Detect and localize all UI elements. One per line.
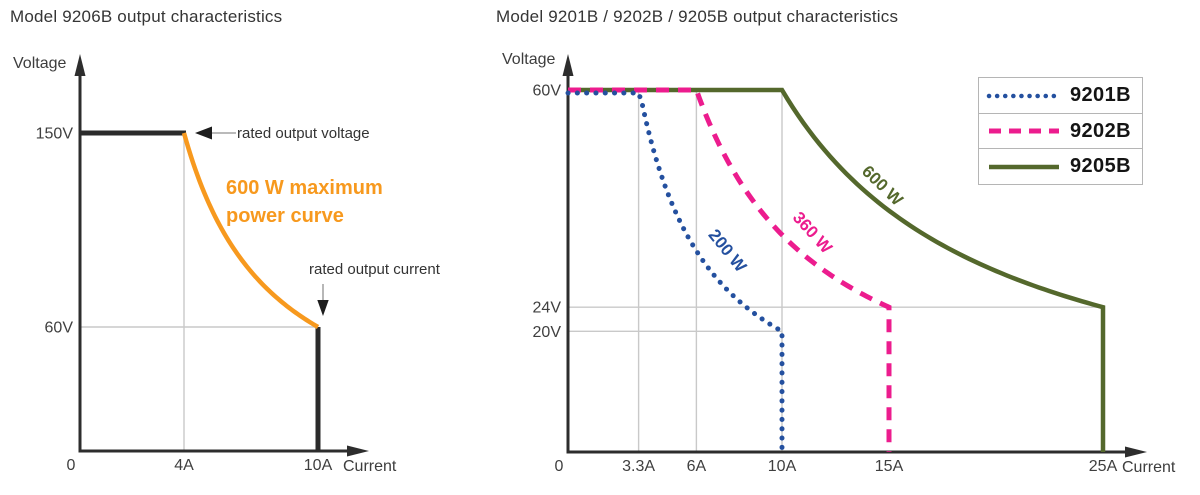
down-arrowhead-icon <box>317 300 329 316</box>
legend-label: 9202B <box>1070 119 1131 142</box>
x-tick-label-right: 3.3A <box>622 458 655 475</box>
y-axis-arrow-left <box>74 54 86 76</box>
left-arrowhead-icon <box>195 126 212 140</box>
x-axis-label-left: Current <box>343 458 397 475</box>
legend-item-9205b: 9205B <box>978 148 1143 185</box>
dashed-line-sample-icon <box>989 128 1059 134</box>
solid-line-sample-icon <box>989 164 1059 169</box>
x-tick-label-right: 6A <box>687 458 707 475</box>
x-tick-label-left: 0 <box>67 457 76 474</box>
legend-item-9201b: 9201B <box>978 77 1143 114</box>
annotation-rated-output-voltage: rated output voltage <box>237 125 370 142</box>
x-tick-label-left: 10A <box>304 457 333 474</box>
x-axis-arrow-right <box>1125 446 1147 458</box>
y-tick-label-right: 20V <box>533 324 562 341</box>
y-axis-arrow-right <box>562 54 574 76</box>
y-tick-label-right: 24V <box>533 300 562 317</box>
x-tick-label-right: 0 <box>555 458 564 475</box>
annotation-rated-output-current: rated output current <box>309 261 440 278</box>
x-axis-arrow-left <box>347 445 369 457</box>
dotted-line-sample-icon <box>986 93 1062 98</box>
chart-title-9206b: Model 9206B output characteristics <box>10 7 283 26</box>
y-tick-label-right: 60V <box>533 83 562 100</box>
x-tick-label-left: 4A <box>174 457 194 474</box>
series-path-600w-power-curve <box>181 132 320 329</box>
legend-label: 9201B <box>1070 84 1131 106</box>
y-tick-label-left: 150V <box>36 126 74 143</box>
legend: 9201B 9202B 9205B <box>978 77 1143 185</box>
y-axis-label-left: Voltage <box>13 55 67 72</box>
annotation-power-curve-label: 600 W maximum power curve <box>226 177 383 227</box>
x-tick-label-right: 25A <box>1089 458 1118 475</box>
y-tick-label-left: 60V <box>45 320 74 337</box>
chart-title-9201b-9202b-9205b: Model 9201B / 9202B / 9205B output chara… <box>496 7 899 26</box>
y-axis-label-right: Voltage <box>502 51 556 68</box>
x-tick-label-right: 15A <box>875 458 904 475</box>
series-path-9201b <box>565 90 785 455</box>
x-axis-label-right: Current <box>1122 459 1176 476</box>
legend-item-9202b: 9202B <box>978 112 1143 150</box>
series-path-9202b <box>568 87 892 452</box>
x-tick-label-right: 10A <box>768 458 797 475</box>
legend-label: 9205B <box>1070 155 1131 177</box>
series-path-9205b <box>568 87 1106 452</box>
